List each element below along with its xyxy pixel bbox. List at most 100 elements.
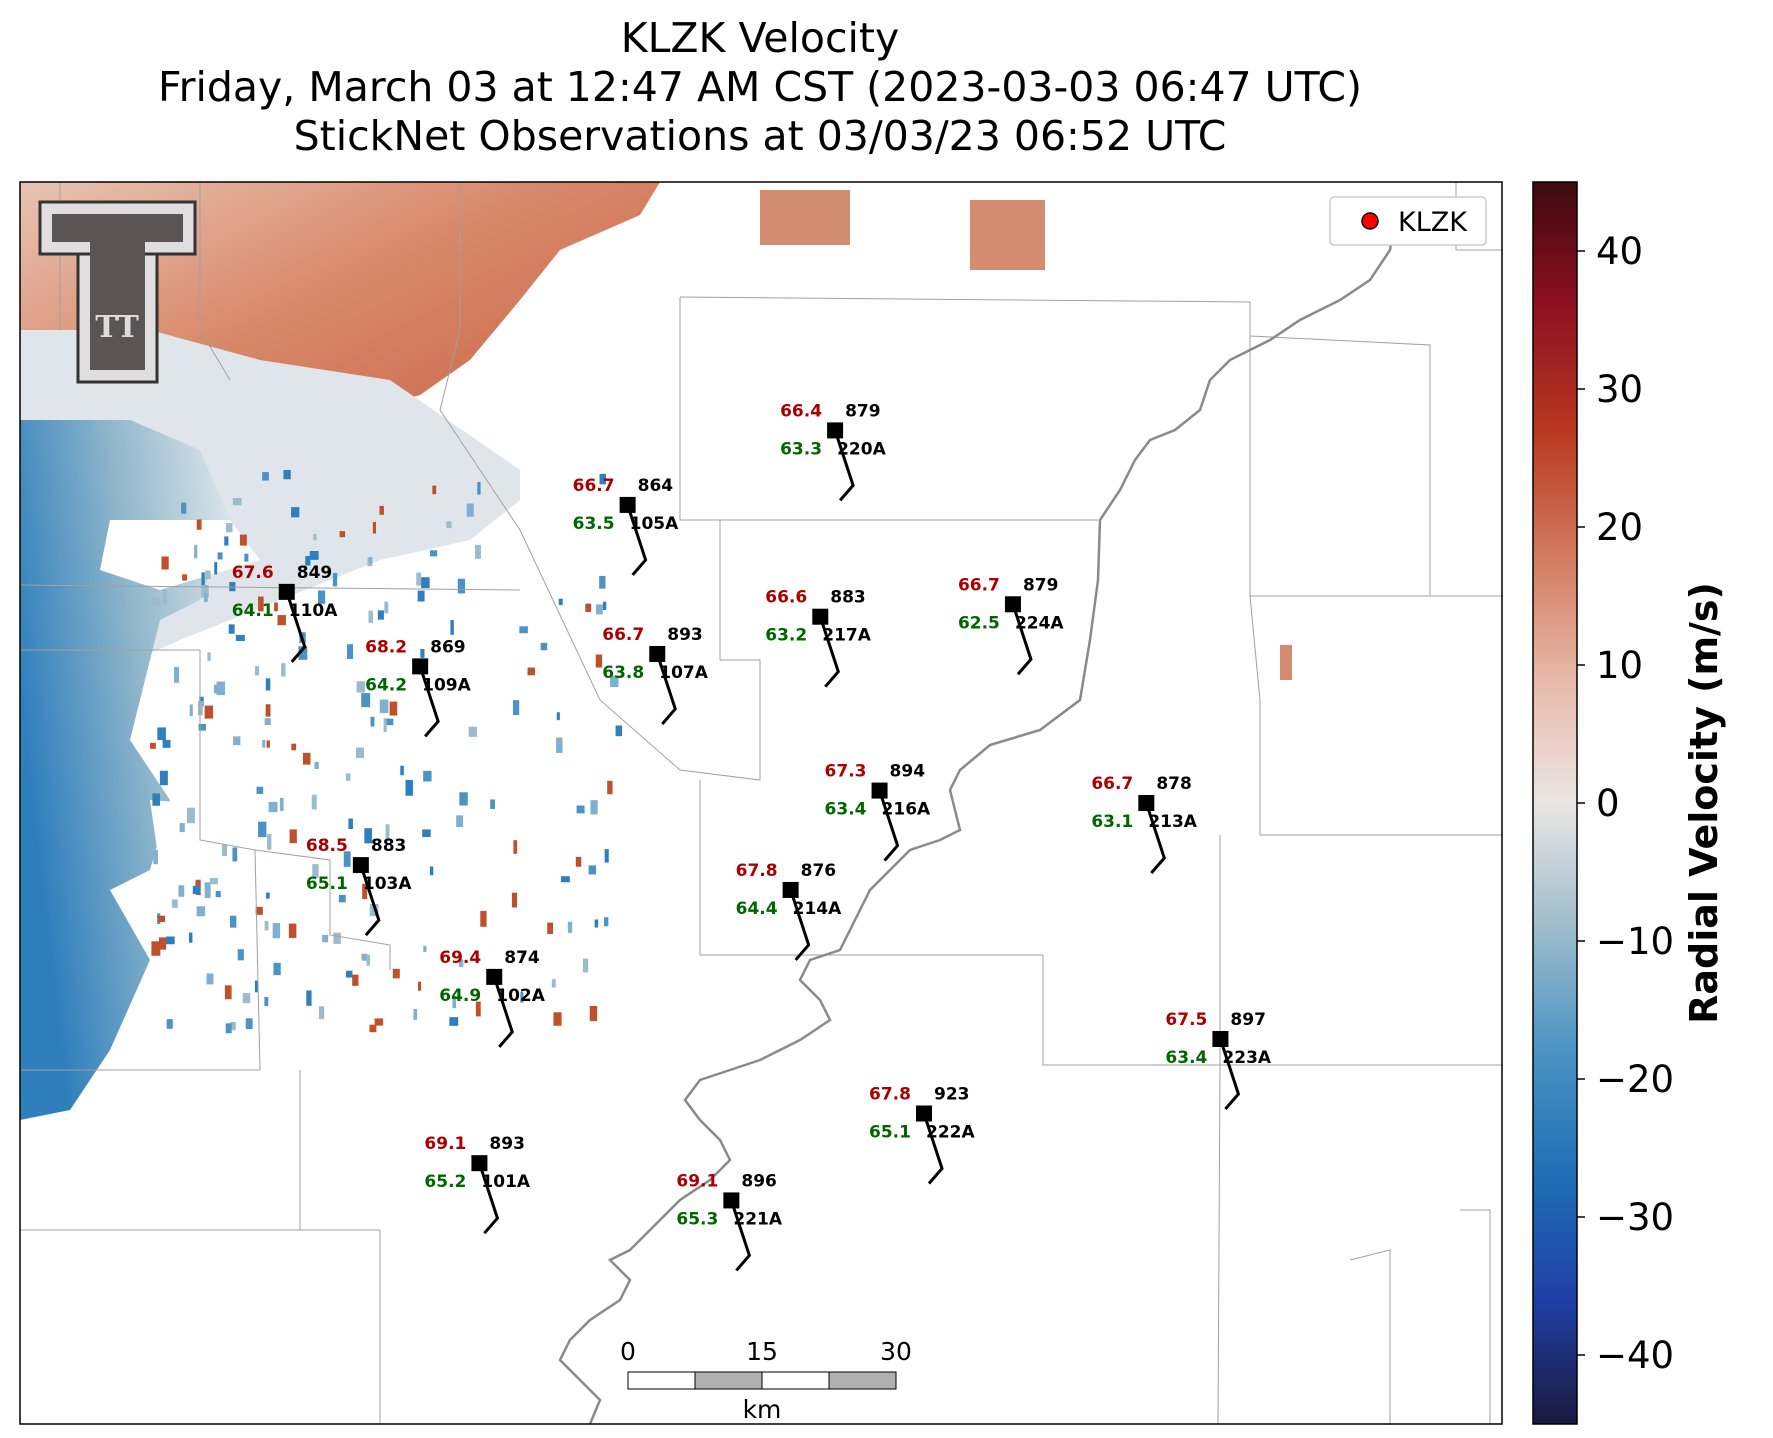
velocity-speckle xyxy=(590,800,598,815)
station-id: 107A xyxy=(659,663,708,683)
station-220A[interactable]: 66.4 879 63.3 220A xyxy=(780,401,887,502)
velocity-speckle xyxy=(417,590,425,602)
velocity-speckle xyxy=(201,585,209,598)
station-marker-icon xyxy=(827,422,844,439)
velocity-speckle xyxy=(343,851,351,867)
velocity-speckle xyxy=(153,850,158,865)
velocity-speckle xyxy=(194,544,198,559)
station-id: 101A xyxy=(481,1172,530,1192)
velocity-speckle xyxy=(540,642,548,651)
station-107A[interactable]: 66.7 893 63.8 107A xyxy=(602,625,709,725)
station-214A[interactable]: 67.8 876 64.4 214A xyxy=(736,861,842,961)
station-id: 105A xyxy=(630,514,679,534)
scale-tick-30: 30 xyxy=(880,1337,912,1366)
station-110A[interactable]: 67.6 849 64.1 110A xyxy=(232,563,338,663)
velocity-speckle xyxy=(385,824,390,840)
velocity-speckle xyxy=(432,485,437,495)
velocity-speckle xyxy=(215,890,221,898)
velocity-speckle xyxy=(279,797,284,811)
velocity-speckle xyxy=(204,882,211,898)
velocity-speckle xyxy=(311,794,317,810)
station-102A[interactable]: 69.4 874 64.9 102A xyxy=(439,948,546,1048)
river xyxy=(558,204,1397,1425)
station-id: 223A xyxy=(1222,1048,1271,1068)
velocity-speckle xyxy=(268,801,278,813)
station-id: 221A xyxy=(733,1209,782,1229)
velocity-speckle xyxy=(422,829,431,838)
velocity-speckle xyxy=(417,981,422,991)
velocity-speckle xyxy=(288,923,297,938)
velocity-speckle xyxy=(368,557,373,564)
velocity-speckle xyxy=(352,974,359,986)
station-105A[interactable]: 66.7 864 63.5 105A xyxy=(573,476,679,576)
station-marker-icon xyxy=(619,496,636,513)
velocity-speckle xyxy=(416,572,422,586)
station-103A[interactable]: 68.5 883 65.1 103A xyxy=(306,836,412,937)
velocity-speckle xyxy=(265,678,271,691)
station-dewpoint: 65.3 xyxy=(676,1209,718,1229)
velocity-speckle xyxy=(281,663,286,677)
velocity-speckle xyxy=(459,792,468,806)
station-pressure: 893 xyxy=(667,625,703,645)
colorbar-tick-label: 20 xyxy=(1596,506,1643,549)
velocity-speckle xyxy=(262,472,269,481)
velocity-speckle xyxy=(305,556,311,566)
velocity-speckle xyxy=(480,910,487,927)
velocity-speckle xyxy=(179,823,185,833)
station-id: 110A xyxy=(289,601,338,621)
velocity-speckle xyxy=(446,521,452,529)
station-dewpoint: 65.2 xyxy=(424,1172,466,1192)
station-marker-icon xyxy=(812,608,829,625)
velocity-speckle xyxy=(379,505,384,515)
velocity-speckle xyxy=(171,899,178,908)
station-223A[interactable]: 67.5 897 63.4 223A xyxy=(1165,1010,1272,1110)
station-pressure: 893 xyxy=(489,1134,525,1154)
velocity-speckle xyxy=(374,1018,384,1026)
velocity-speckle xyxy=(423,945,427,953)
station-216A[interactable]: 67.3 894 63.4 216A xyxy=(825,762,931,862)
station-217A[interactable]: 66.6 883 63.2 217A xyxy=(765,588,872,688)
radar-velocity-layer xyxy=(20,182,1292,1120)
station-221A[interactable]: 69.1 896 65.3 221A xyxy=(676,1171,783,1272)
velocity-speckle xyxy=(576,805,585,814)
velocity-speckle xyxy=(230,1021,236,1031)
velocity-speckle xyxy=(254,666,260,676)
station-101A[interactable]: 69.1 893 65.2 101A xyxy=(424,1134,531,1235)
velocity-speckle xyxy=(558,598,563,606)
station-temperature: 66.7 xyxy=(602,625,644,645)
station-marker-icon xyxy=(649,645,666,662)
velocity-speckle xyxy=(274,602,278,612)
velocity-speckle xyxy=(313,533,317,541)
station-id: 217A xyxy=(822,626,871,646)
station-213A[interactable]: 66.7 878 63.1 213A xyxy=(1091,774,1198,874)
velocity-speckle xyxy=(161,556,169,570)
velocity-speckle xyxy=(302,752,311,765)
velocity-speckle xyxy=(229,915,237,928)
wind-barb xyxy=(359,864,381,937)
colorbar-tick-label: 30 xyxy=(1596,368,1643,411)
station-109A[interactable]: 68.2 869 64.2 109A xyxy=(365,637,472,738)
radar-marker-icon xyxy=(1361,212,1379,230)
scale-unit: km xyxy=(743,1395,782,1424)
velocity-speckle xyxy=(178,885,185,897)
velocity-speckle xyxy=(232,498,242,506)
velocity-speckle xyxy=(206,973,214,985)
station-dewpoint: 64.1 xyxy=(232,601,274,621)
velocity-speckle xyxy=(204,593,208,603)
wind-barb xyxy=(285,591,307,663)
velocity-speckle xyxy=(556,737,563,753)
station-dewpoint: 63.2 xyxy=(765,626,807,646)
velocity-speckle xyxy=(151,941,161,956)
velocity-speckle xyxy=(272,923,281,939)
velocity-speckle xyxy=(377,610,384,620)
velocity-speckle xyxy=(189,704,193,717)
station-222A[interactable]: 67.8 923 65.1 222A xyxy=(869,1085,976,1185)
station-temperature: 69.1 xyxy=(424,1134,466,1154)
velocity-speckle xyxy=(186,807,195,824)
velocity-speckle xyxy=(291,743,297,751)
velocity-speckle xyxy=(157,727,166,741)
station-marker-icon xyxy=(486,968,503,985)
velocity-speckle xyxy=(368,610,374,623)
station-224A[interactable]: 66.7 879 62.5 224A xyxy=(958,575,1064,676)
map-frame xyxy=(19,181,1503,1425)
